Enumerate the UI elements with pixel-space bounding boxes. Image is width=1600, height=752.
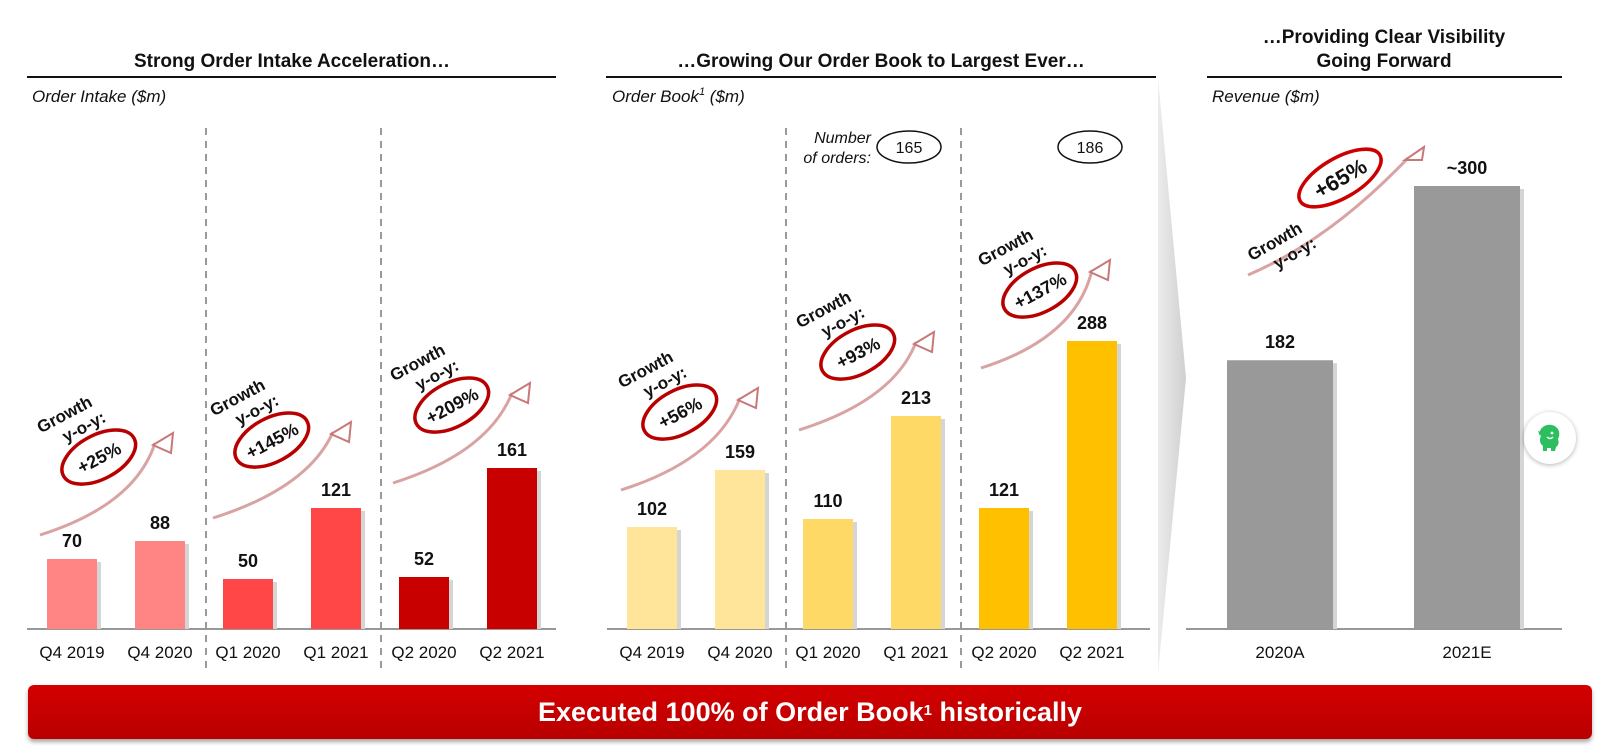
order-count-value: 165 — [896, 140, 923, 157]
panel-2-x-tick-label: Q1 2020 — [795, 643, 860, 662]
panel-1-g3-growth-arrow — [392, 392, 514, 485]
panel-2-bar — [891, 416, 941, 629]
panel-3-bar-value-label: 182 — [1265, 332, 1295, 352]
panel-3-bar — [1414, 186, 1520, 629]
panel-3-growth-value: +65% — [1309, 153, 1371, 203]
panel-2-bar — [715, 470, 765, 629]
panel-1-bar-value-label: 52 — [414, 549, 434, 569]
panel-3-title-line-2: Going Forward — [1316, 51, 1451, 72]
panel-3-growth-arrowhead — [1401, 144, 1426, 161]
order-count-badge — [1057, 130, 1123, 164]
panel-2-g2-growth-arrowhead — [911, 330, 936, 354]
panel-3-growth-ellipse — [1297, 147, 1383, 209]
panel-2-bar-value-label: 288 — [1077, 313, 1107, 333]
evernote-button[interactable] — [1524, 412, 1576, 464]
panel-1-bar-value-label: 50 — [238, 551, 258, 571]
summary-banner: Executed 100% of Order Book 1 historicall… — [28, 685, 1592, 739]
panel-2-g1-growth-arrowhead — [735, 386, 760, 410]
panel-1-g1-growth-arrowhead — [150, 431, 175, 455]
panel-2-g2-growth-ellipse — [819, 323, 897, 381]
panel-1-g1-growth-arrow — [39, 442, 157, 537]
orders-caption-line-1: Number — [814, 130, 872, 147]
panel-1-bar — [311, 508, 361, 629]
panel-2-g3-growth-ellipse — [1001, 261, 1079, 319]
orders-caption-line-2: of orders: — [803, 150, 871, 167]
panel-2-bar — [803, 519, 853, 629]
order-count-badge — [876, 130, 942, 164]
panel-1-title: Strong Order Intake Acceleration… — [134, 51, 450, 72]
evernote-elephant-icon — [1538, 424, 1560, 451]
panel-2-x-tick-label: Q1 2021 — [883, 643, 948, 662]
panel-2-bar — [1067, 341, 1117, 629]
banner-footnote: 1 — [923, 701, 932, 719]
panel-1-bar-value-label: 70 — [62, 531, 82, 551]
panel-1-g1-growth-ellipse — [60, 428, 138, 486]
panel-1-g3-growth-ellipse — [413, 376, 491, 434]
panel-2-bar — [627, 527, 677, 629]
panel-1-bar-value-label: 121 — [321, 480, 351, 500]
panel-3-y-axis-label: Revenue ($m) — [1212, 87, 1320, 106]
panel-3-title-line-1: …Providing Clear Visibility — [1263, 27, 1506, 48]
panel-2-bar — [979, 508, 1029, 629]
panel-1-x-tick-label: Q4 2020 — [127, 643, 192, 662]
panel-1-x-tick-label: Q1 2020 — [215, 643, 280, 662]
panel-2-bar-value-label: 102 — [637, 499, 667, 519]
panel-2-bar-value-label: 110 — [813, 491, 842, 511]
panel-1-x-tick-label: Q4 2019 — [39, 643, 104, 662]
panel-2-g1-growth-arrow — [620, 397, 742, 492]
panel-2-g2-growth-arrow — [798, 341, 918, 432]
panel-2-y-axis-unit: ($m) — [705, 87, 745, 106]
panel-1-x-tick-label: Q2 2020 — [391, 643, 456, 662]
panel-3-bar — [1227, 360, 1333, 629]
panel-3-x-tick-label: 2021E — [1442, 643, 1491, 662]
order-count-value: 186 — [1077, 140, 1104, 157]
panel-1-bar — [223, 579, 273, 629]
panel-1-x-tick-label: Q1 2021 — [303, 643, 368, 662]
panel-1-bar-value-label: 161 — [497, 440, 527, 460]
panel-1-bar — [399, 577, 449, 629]
banner-text-end: historically — [931, 696, 1083, 727]
panel-3-growth-arrow — [1247, 156, 1410, 277]
panel-3-bar-value-label: ~300 — [1447, 158, 1488, 178]
panel-2-title: …Growing Our Order Book to Largest Ever… — [677, 51, 1085, 72]
panel-1-g2-growth-ellipse — [233, 411, 311, 469]
panel-connector-arrow — [1158, 78, 1186, 673]
panel-1-bar — [487, 468, 537, 629]
panel-1-bar — [47, 559, 97, 629]
panel-1-bar-value-label: 88 — [150, 513, 170, 533]
panel-2-x-tick-label: Q2 2021 — [1059, 643, 1124, 662]
panel-2-bar-value-label: 121 — [989, 480, 1019, 500]
panel-2-x-tick-label: Q4 2019 — [619, 643, 684, 662]
panel-2-bar-value-label: 213 — [901, 388, 931, 408]
panel-2-x-tick-label: Q4 2020 — [707, 643, 772, 662]
panel-2-bar-value-label: 159 — [725, 442, 755, 462]
banner-text: Executed 100% of Order Book — [537, 696, 924, 727]
panel-2-g3-growth-arrowhead — [1087, 258, 1112, 282]
panel-1-g2-growth-arrowhead — [328, 420, 353, 444]
panel-1-bar — [135, 541, 185, 629]
panel-1-x-tick-label: Q2 2021 — [479, 643, 544, 662]
panel-1-y-axis-label: Order Intake ($m) — [32, 87, 166, 106]
panel-2-g1-growth-ellipse — [641, 383, 719, 441]
panel-3-x-tick-label: 2020A — [1255, 643, 1305, 662]
panel-2-y-axis-label: Order Book1 ($m) — [612, 86, 745, 106]
panel-2-x-tick-label: Q2 2020 — [971, 643, 1036, 662]
panel-1-g2-growth-arrow — [212, 431, 335, 520]
panel-2-g3-growth-arrow — [980, 269, 1094, 370]
panel-2-y-axis-footnote: 1 — [699, 86, 705, 98]
panel-1-g3-growth-arrowhead — [507, 381, 532, 405]
